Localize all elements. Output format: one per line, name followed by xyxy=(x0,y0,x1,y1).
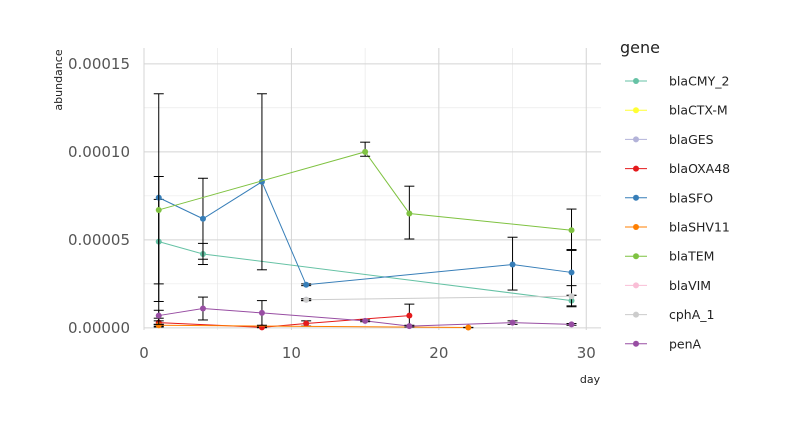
x-tick-label: 10 xyxy=(282,344,301,362)
series-blaTEM xyxy=(153,141,577,325)
series-line xyxy=(158,315,410,328)
y-tick-label: 0.00000 xyxy=(68,319,130,337)
legend-item-blaCTX-M: blaCTX-M xyxy=(625,103,728,118)
legend-label: blaGES xyxy=(669,132,714,147)
data-point xyxy=(199,305,206,312)
legend-label: blaOXA48 xyxy=(669,161,730,176)
data-point xyxy=(199,215,206,222)
legend-label: blaTEM xyxy=(669,249,714,264)
series-line xyxy=(158,324,469,329)
y-tick-label: 0.00010 xyxy=(68,143,130,161)
data-point xyxy=(362,317,369,324)
x-tick-label: 20 xyxy=(429,344,448,362)
legend-item-blaGES: blaGES xyxy=(625,132,714,147)
data-point xyxy=(155,312,162,319)
legend: gene blaCMY_2 blaCTX-M blaGES blaOXA48 blaSF… xyxy=(620,38,730,351)
data-point xyxy=(155,206,162,213)
data-point xyxy=(465,324,472,331)
data-point xyxy=(258,309,265,316)
legend-label: blaSFO xyxy=(669,190,713,205)
legend-item-blaVIM: blaVIM xyxy=(625,278,711,293)
grid xyxy=(143,48,601,330)
data-point xyxy=(509,319,516,326)
legend-label: blaCMY_2 xyxy=(669,74,729,89)
series-blaSHV11 xyxy=(153,322,474,331)
axes: abundance day 0 10 20 30 0.00000 0.00005 0.000… xyxy=(52,49,601,386)
y-axis-title: abundance xyxy=(52,49,65,110)
legend-key-point xyxy=(633,253,639,260)
legend-key-point xyxy=(633,165,639,172)
legend-item-cphA_1: cphA_1 xyxy=(625,307,714,322)
legend-label: blaSHV11 xyxy=(669,220,730,235)
legend-label: penA xyxy=(669,336,702,351)
legend-key-point xyxy=(633,282,639,289)
x-axis-title: day xyxy=(580,373,601,386)
x-tick-label: 0 xyxy=(139,344,149,362)
legend-key-point xyxy=(633,107,639,114)
series-penA xyxy=(153,296,577,330)
legend-item-blaCMY_2: blaCMY_2 xyxy=(625,74,729,89)
y-tick-label: 0.00015 xyxy=(68,55,130,73)
legend-key-point xyxy=(633,136,639,143)
data-point xyxy=(406,323,413,330)
series-line xyxy=(158,181,572,286)
legend-title: gene xyxy=(620,38,660,57)
y-tick-label: 0.00005 xyxy=(68,231,130,249)
legend-label: cphA_1 xyxy=(669,307,714,322)
data-point xyxy=(568,293,575,300)
legend-key-point xyxy=(633,340,639,347)
legend-item-penA: penA xyxy=(625,336,702,351)
legend-label: blaCTX-M xyxy=(669,103,728,118)
data-point xyxy=(362,148,369,155)
legend-label: blaVIM xyxy=(669,278,711,293)
legend-key-point xyxy=(633,194,639,201)
data-point xyxy=(406,312,413,319)
legend-item-blaSHV11: blaSHV11 xyxy=(625,220,730,235)
legend-key-point xyxy=(633,224,639,230)
legend-key-point xyxy=(633,78,639,84)
data-point xyxy=(568,269,575,276)
data-point xyxy=(568,227,575,234)
data-point xyxy=(303,296,310,303)
x-tick-label: 30 xyxy=(577,344,596,362)
legend-item-blaOXA48: blaOXA48 xyxy=(625,161,730,176)
data-point xyxy=(509,261,516,268)
data-point xyxy=(303,281,310,288)
series-line xyxy=(158,151,572,231)
data-point xyxy=(155,322,162,329)
data-point xyxy=(568,321,575,328)
series-line xyxy=(306,295,572,301)
series-area xyxy=(153,93,577,331)
series-cphA_1 xyxy=(301,285,577,308)
data-point xyxy=(303,320,310,327)
data-point xyxy=(406,210,413,217)
legend-item-blaTEM: blaTEM xyxy=(625,249,714,264)
legend-key-point xyxy=(633,311,639,318)
legend-item-blaSFO: blaSFO xyxy=(625,190,713,205)
